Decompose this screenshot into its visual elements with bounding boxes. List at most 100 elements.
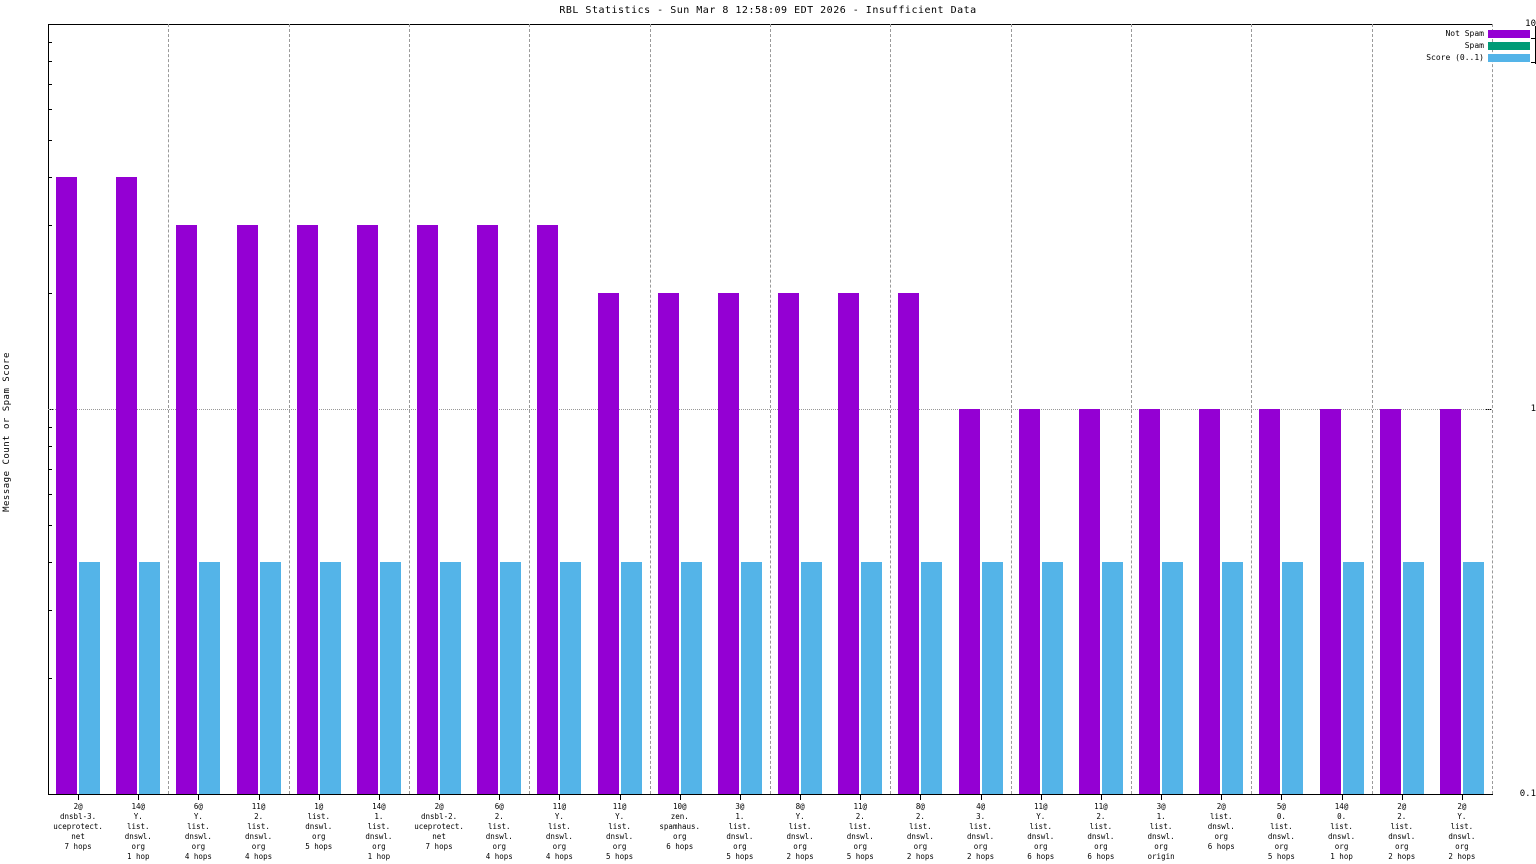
y-tick-major [48,24,54,25]
gridline-vertical [409,24,410,794]
y-tick-minor [48,524,52,526]
y-tick-label: 0.1 [1519,789,1536,799]
gridline-vertical [649,24,651,794]
legend-bracket-top [1531,38,1536,39]
x-axis-category-label: 2@ dnsbl-3. uceprotect. net 7 hops [53,802,103,851]
bar-notspam [598,293,619,794]
x-tick [920,794,921,800]
bar-score [1042,562,1063,794]
x-axis-category-label: 6@ 2. list. dnswl. org 4 hops [485,802,513,861]
bar-score [801,562,822,794]
y-tick-minor [48,293,52,295]
y-tick-minor [48,678,52,680]
x-tick [1221,794,1222,800]
bar-score [921,562,942,794]
bar-notspam [176,225,197,794]
legend-item: Not Spam [1380,28,1530,40]
x-tick [499,794,500,800]
legend-color-swatch [1488,30,1530,38]
bar-notspam [297,225,318,794]
x-tick [259,794,260,800]
legend-item-label: Spam [1464,41,1484,50]
bar-notspam [1440,409,1461,794]
bar-notspam [1320,409,1341,794]
bar-score [139,562,160,794]
bar-score [440,562,461,794]
bar-notspam [1380,409,1401,794]
x-tick [1101,794,1102,800]
bar-notspam [959,409,980,794]
bar-score [1343,562,1364,794]
chart-title: RBL Statistics - Sun Mar 8 12:58:09 EDT … [559,5,977,16]
x-axis-category-label: 2@ 2. list. dnswl. org 2 hops [1388,802,1416,861]
legend-bracket-bottom [1531,62,1536,63]
gridline-vertical [529,24,531,794]
x-axis-category-label: 2@ list. dnswl. org 6 hops [1207,802,1235,851]
bar-notspam [658,293,679,794]
legend-item: Spam [1380,40,1530,52]
gridline-vertical [1010,24,1012,794]
gridline-vertical [770,24,771,794]
x-axis-category-label: 10@ zen. spamhaus. org 6 hops [659,802,701,851]
y-tick-minor [48,446,52,448]
x-tick [1281,794,1282,800]
x-axis-category-label: 11@ 2. list. dnswl. org 6 hops [1087,802,1115,861]
gridline-vertical [168,24,170,794]
bar-score [1403,562,1424,794]
y-tick-minor [48,83,52,85]
x-tick [559,794,560,800]
x-tick [138,794,139,800]
gridline-vertical [890,24,892,794]
bar-score [560,562,581,794]
y-tick-major-right [1486,24,1492,25]
gridline-vertical [1371,24,1373,794]
x-tick [1402,794,1403,800]
x-tick [439,794,440,800]
gridline-vertical [288,24,290,794]
gridline-vertical [1251,24,1253,794]
bar-score [79,562,100,794]
bar-score [621,562,642,794]
bar-score [1463,562,1484,794]
bar-notspam [838,293,859,794]
bar-notspam [537,225,558,794]
bar-score [681,562,702,794]
bar-score [500,562,521,794]
x-axis-category-label: 2@ dnsbl-2. uceprotect. net 7 hops [414,802,464,851]
bar-score [1162,562,1183,794]
y-tick-minor [48,494,52,496]
bar-notspam [116,177,137,794]
bar-score [861,562,882,794]
x-axis-category-label: 3@ 1. list. dnswl. org origin [1147,802,1175,861]
bar-score [982,562,1003,794]
y-tick-major-right [1486,794,1492,795]
y-tick-minor [48,562,52,564]
y-tick-major [48,794,54,795]
x-tick [981,794,982,800]
x-tick [620,794,621,800]
bar-notspam [357,225,378,794]
x-tick [1342,794,1343,800]
x-axis-category-label: 2@ Y. list. dnswl. org 2 hops [1448,802,1476,861]
x-tick [319,794,320,800]
y-tick-minor [48,426,52,428]
bar-score [260,562,281,794]
bar-score [380,562,401,794]
bar-notspam [898,293,919,794]
bar-notspam [1079,409,1100,794]
x-axis-category-label: 3@ 1. list. dnswl. org 5 hops [726,802,754,861]
y-tick-minor [48,61,52,63]
bar-notspam [1259,409,1280,794]
x-tick [860,794,861,800]
x-axis-category-label: 14@ 0. list. dnswl. org 1 hop [1328,802,1356,861]
gridline-vertical [1131,24,1132,794]
x-tick [78,794,79,800]
bar-notspam [237,225,258,794]
gridline-vertical [1492,24,1493,794]
bar-notspam [778,293,799,794]
legend-color-swatch [1488,42,1530,50]
y-tick-minor [48,41,52,43]
legend-color-swatch [1488,54,1530,62]
y-tick-label: 1 [1530,404,1536,414]
